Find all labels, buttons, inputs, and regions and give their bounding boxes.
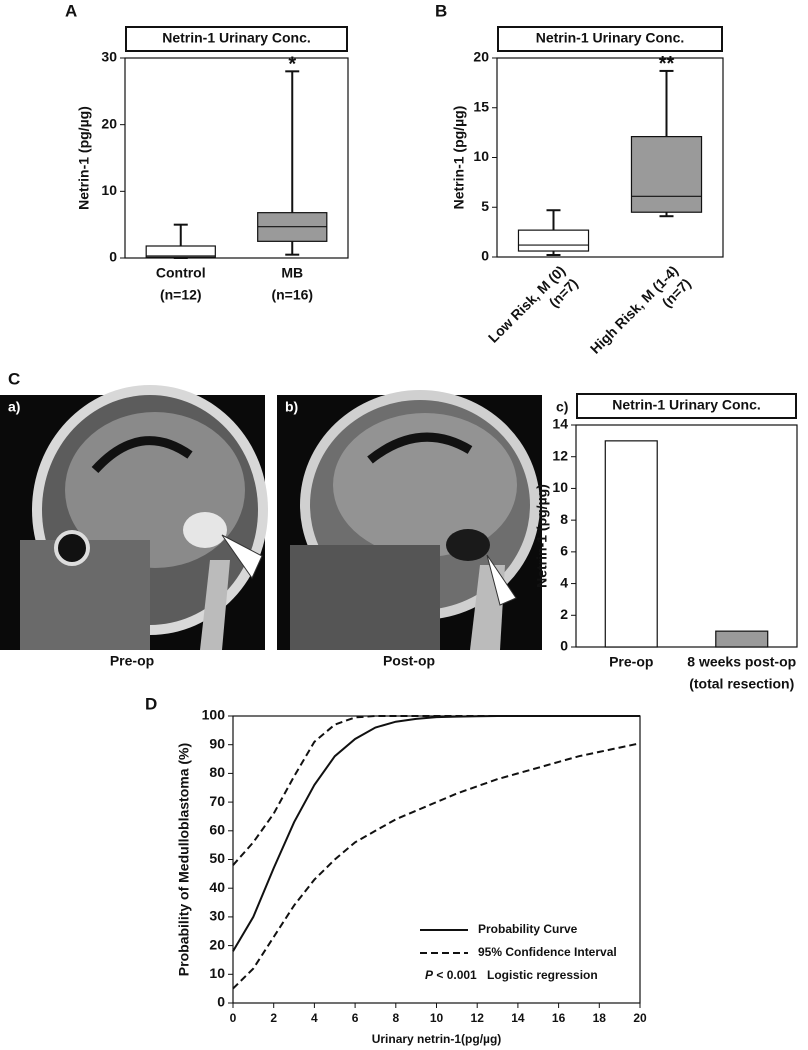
line-series-lower (232, 742, 641, 990)
annotation: P < 0.001 (425, 968, 477, 982)
mri-post-op (277, 390, 542, 650)
y-tick-label: 2 (560, 606, 568, 622)
y-tick-label: 60 (209, 822, 225, 838)
bar (715, 630, 769, 648)
legend-label: 95% Confidence Interval (478, 945, 617, 959)
image-label: a) (8, 399, 20, 415)
x-tick-label: 0 (230, 1011, 237, 1025)
y-tick-label: 14 (552, 416, 568, 432)
y-tick-label: 90 (209, 735, 225, 751)
y-tick-label: 4 (560, 574, 568, 590)
plot-frame (232, 715, 641, 1004)
panel-label: D (145, 694, 157, 713)
y-axis-label: Netrin-1 (pg/µg) (534, 484, 550, 588)
significance: ** (659, 53, 675, 75)
y-tick-label: 30 (101, 49, 117, 65)
x-tick-label: Control (156, 265, 206, 281)
x-tick-label: 4 (311, 1011, 318, 1025)
title-box (125, 26, 348, 52)
y-tick-label: 0 (560, 638, 568, 654)
y-tick-label: 6 (560, 543, 568, 559)
y-axis-label: Netrin-1 (pg/µg) (451, 106, 467, 210)
y-tick-label: 20 (473, 49, 489, 65)
y-tick-label: 10 (473, 148, 489, 164)
y-tick-label: 8 (560, 511, 568, 527)
box (630, 136, 703, 213)
x-tick-sublabel: (n=12) (160, 287, 202, 303)
y-tick-label: 5 (481, 198, 489, 214)
panel-label: C (8, 369, 20, 388)
y-tick-label: 100 (202, 707, 226, 723)
legend-label: Probability Curve (478, 922, 578, 936)
x-tick-sublabel: (n=16) (271, 287, 313, 303)
y-axis-label: Netrin-1 (pg/µg) (76, 106, 92, 210)
chart-title: Netrin-1 Urinary Conc. (536, 30, 685, 46)
y-tick-label: 20 (209, 936, 225, 952)
y-tick-label: 0 (481, 248, 489, 264)
x-tick-label: 6 (352, 1011, 359, 1025)
x-tick-label: 10 (430, 1011, 444, 1025)
y-tick-label: 0 (217, 994, 225, 1010)
y-tick-label: 0 (109, 249, 117, 265)
x-tick-label: Pre-op (609, 654, 653, 670)
y-tick-label: 15 (473, 98, 489, 114)
x-tick-label: 8 weeks post-op (687, 654, 796, 670)
x-tick-label: MB (281, 265, 303, 281)
y-tick-label: 10 (552, 479, 568, 495)
y-tick-label: 70 (209, 793, 225, 809)
y-tick-label: 40 (209, 879, 225, 895)
chart-title: Netrin-1 Urinary Conc. (612, 397, 761, 413)
y-tick-label: 50 (209, 850, 225, 866)
title-box (497, 26, 723, 52)
plot-frame (124, 57, 349, 259)
x-tick-label: 8 (392, 1011, 399, 1025)
y-tick-label: 10 (209, 965, 225, 981)
box (145, 245, 216, 258)
annotation-method: Logistic regression (487, 968, 598, 982)
x-tick-label: 16 (552, 1011, 566, 1025)
annotation-part: < 0.001 (436, 968, 477, 982)
line-series (232, 715, 640, 952)
image-label: b) (285, 399, 298, 415)
x-tick-label: 14 (511, 1011, 525, 1025)
panel-label: c) (556, 399, 568, 415)
image-caption: Post-op (383, 653, 435, 669)
mri-pre-op (0, 385, 268, 650)
x-tick-sublabel: (total resection) (689, 676, 794, 692)
panel-label: B (435, 1, 447, 20)
box (517, 229, 590, 252)
y-tick-label: 30 (209, 908, 225, 924)
x-tick-label: High Risk, M (1-4) (587, 262, 681, 356)
x-axis-label: Urinary netrin-1(pg/µg) (372, 1032, 502, 1046)
significance: * (288, 54, 296, 76)
image-caption: Pre-op (110, 653, 154, 669)
y-tick-label: 12 (552, 447, 568, 463)
y-tick-label: 20 (101, 115, 117, 131)
bar (604, 440, 658, 648)
y-tick-label: 10 (101, 182, 117, 198)
y-tick-label: 80 (209, 764, 225, 780)
x-tick-label: 12 (471, 1011, 485, 1025)
x-tick-label: 18 (593, 1011, 607, 1025)
chart-title: Netrin-1 Urinary Conc. (162, 30, 311, 46)
panel-label: A (65, 1, 77, 20)
title-box (576, 393, 797, 419)
y-axis-label: Probability of Medulloblastoma (%) (176, 743, 192, 976)
x-tick-label: 20 (633, 1011, 647, 1025)
x-tick-label: 2 (270, 1011, 277, 1025)
line-series (232, 715, 640, 866)
plot-frame (575, 424, 798, 648)
annotation-part: P (425, 968, 434, 982)
